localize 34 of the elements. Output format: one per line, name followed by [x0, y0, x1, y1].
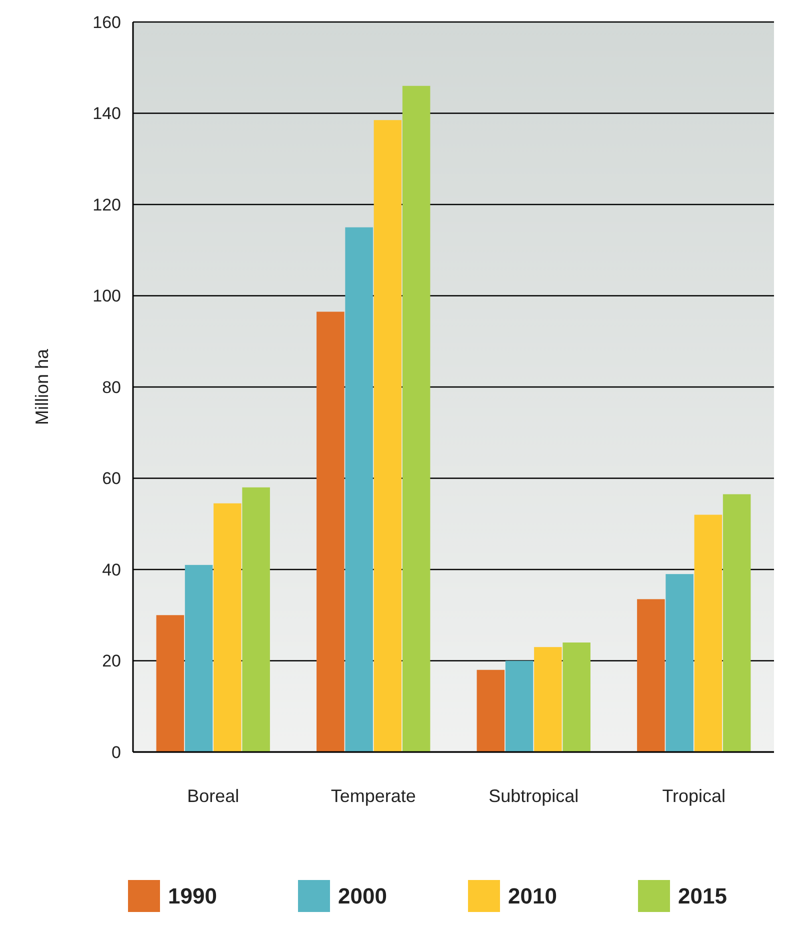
bar — [184, 564, 213, 752]
y-tick-label: 20 — [102, 652, 121, 671]
x-tick-label: Subtropical — [488, 786, 579, 806]
bar — [476, 670, 505, 752]
bar — [156, 615, 184, 752]
bar — [374, 120, 402, 752]
y-tick-label: 80 — [102, 378, 121, 397]
bar — [316, 312, 344, 752]
bar — [694, 514, 722, 752]
y-tick-label: 0 — [112, 742, 121, 762]
bar — [402, 86, 430, 752]
x-tick-label: Boreal — [187, 786, 240, 806]
x-tick-label: Tropical — [662, 786, 726, 806]
y-tick-label: 60 — [102, 469, 121, 488]
bar — [214, 503, 242, 752]
y-tick-label: 40 — [102, 560, 121, 580]
legend-label: 2000 — [338, 884, 387, 909]
bar — [534, 647, 562, 752]
bar — [666, 574, 694, 752]
y-tick-label: 120 — [92, 195, 121, 214]
y-tick-label: 140 — [92, 104, 121, 124]
y-tick-label: 160 — [92, 12, 121, 32]
legend-label: 2015 — [678, 884, 727, 909]
bar — [562, 642, 590, 752]
legend-label: 1990 — [168, 884, 217, 909]
bar — [722, 494, 751, 752]
bar — [505, 660, 534, 752]
y-axis-title: Million ha — [32, 348, 52, 426]
x-tick-label: Temperate — [330, 786, 416, 806]
bar — [242, 487, 270, 752]
bar — [637, 599, 665, 752]
y-tick-label: 100 — [92, 286, 121, 306]
legend-label: 2010 — [508, 884, 557, 909]
bar — [345, 227, 373, 752]
